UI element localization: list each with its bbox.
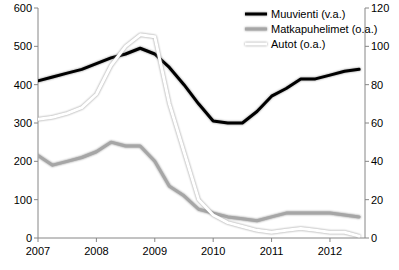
y2-tick xyxy=(365,199,369,200)
x-tick xyxy=(329,238,330,242)
x-tick-label: 2010 xyxy=(201,245,225,257)
x-tick xyxy=(154,238,155,242)
x-tick xyxy=(96,238,97,242)
series-line xyxy=(38,35,359,236)
y-tick xyxy=(34,199,38,200)
y-tick xyxy=(34,123,38,124)
series-line xyxy=(38,48,359,123)
y-tick-label: 600 xyxy=(14,2,32,14)
y2-tick-label: 120 xyxy=(371,2,389,14)
legend: Muuvienti (v.a.) Matkapuhelimet (o.a.) Aut… xyxy=(245,8,377,50)
y2-tick-label: 100 xyxy=(371,40,389,52)
y-tick-label: 200 xyxy=(14,155,32,167)
y-tick-label: 500 xyxy=(14,40,32,52)
x-tick-label: 2008 xyxy=(84,245,108,257)
legend-label: Matkapuhelimet (o.a.) xyxy=(271,23,377,35)
y2-tick-label: 80 xyxy=(371,79,383,91)
series-line xyxy=(38,142,359,221)
y-tick-label: 0 xyxy=(26,232,32,244)
x-tick-label: 2011 xyxy=(260,245,284,257)
y-tick xyxy=(34,161,38,162)
y2-tick-label: 20 xyxy=(371,194,383,206)
y-tick xyxy=(34,8,38,9)
legend-swatch xyxy=(245,43,267,46)
y2-tick xyxy=(365,123,369,124)
y2-tick xyxy=(365,8,369,9)
y2-tick-label: 60 xyxy=(371,117,383,129)
y2-tick-label: 40 xyxy=(371,155,383,167)
y-tick-label: 300 xyxy=(14,117,32,129)
y-tick xyxy=(34,238,38,239)
y2-tick xyxy=(365,84,369,85)
x-tick-label: 2009 xyxy=(143,245,167,257)
y2-tick-label: 0 xyxy=(371,232,377,244)
y-tick-label: 400 xyxy=(14,79,32,91)
x-tick xyxy=(213,238,214,242)
y-tick xyxy=(34,46,38,47)
chart: 0 100 200 300 400 500 600 0 20 40 60 80 100 120 2007 20… xyxy=(0,0,399,270)
y2-tick xyxy=(365,46,369,47)
y-tick-label: 100 xyxy=(14,194,32,206)
x-tick xyxy=(271,238,272,242)
legend-label: Autot (o.a.) xyxy=(271,38,325,50)
x-tick-label: 2007 xyxy=(26,245,50,257)
y-tick xyxy=(34,84,38,85)
y2-tick xyxy=(365,238,369,239)
legend-swatch xyxy=(245,28,267,31)
legend-swatch xyxy=(245,13,267,16)
x-axis-line xyxy=(38,238,365,239)
x-tick-label: 2012 xyxy=(318,245,342,257)
x-tick xyxy=(38,238,39,242)
plot-area xyxy=(38,35,359,236)
legend-label: Muuvienti (v.a.) xyxy=(271,8,345,20)
y2-tick xyxy=(365,161,369,162)
